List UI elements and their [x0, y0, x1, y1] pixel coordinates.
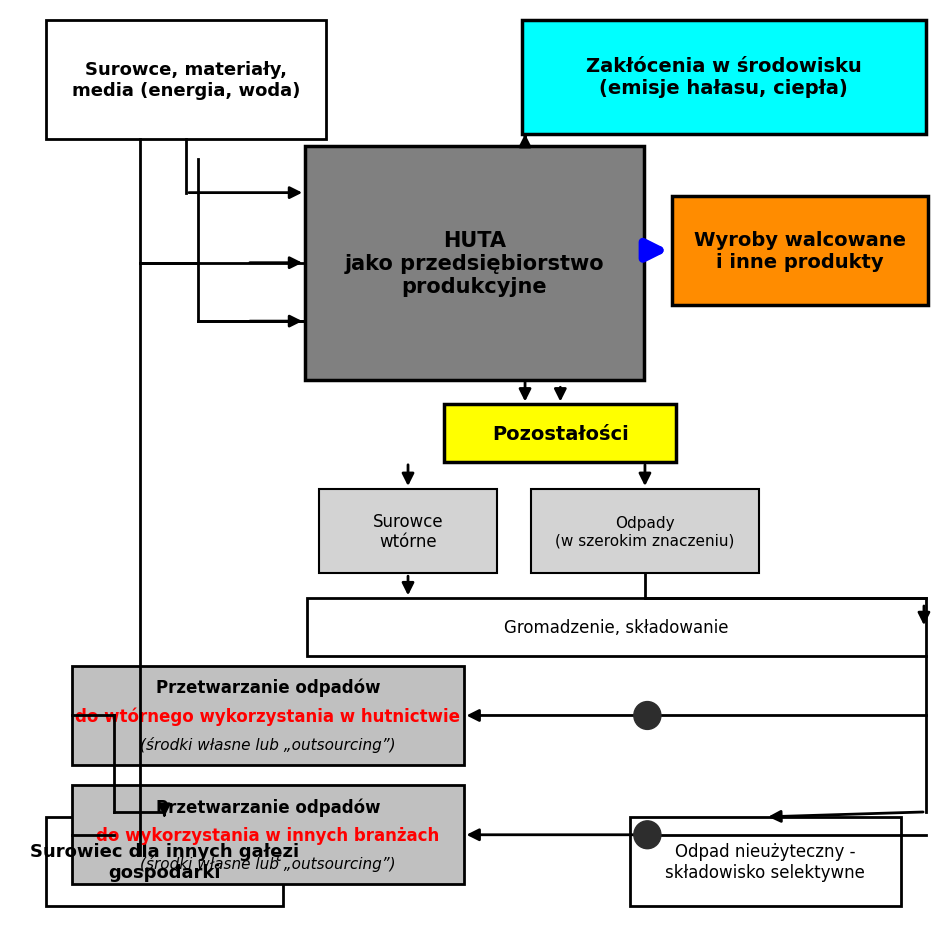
Text: Odpady
(w szerokim znaczeniu): Odpady (w szerokim znaczeniu) — [556, 515, 735, 548]
Bar — [46, 20, 326, 140]
Bar — [307, 599, 926, 656]
Text: Zakłócenia w środowisku
(emisje hałasu, ciepła): Zakłócenia w środowisku (emisje hałasu, … — [586, 58, 862, 98]
Text: Wyroby walcowane
i inne produkty: Wyroby walcowane i inne produkty — [694, 230, 905, 272]
Bar — [46, 817, 283, 907]
Text: (środki własne lub „outsourcing”): (środki własne lub „outsourcing”) — [140, 856, 395, 871]
Text: Surowiec dla innych gałęzi
gospodarki: Surowiec dla innych gałęzi gospodarki — [29, 843, 299, 881]
Text: do wykorzystania w innych branżach: do wykorzystania w innych branżach — [96, 826, 440, 844]
Bar — [319, 489, 498, 574]
Bar — [671, 197, 928, 305]
Bar — [630, 817, 901, 907]
Text: Pozostałości: Pozostałości — [492, 424, 629, 444]
Bar — [521, 20, 926, 135]
Bar — [72, 666, 464, 766]
Ellipse shape — [634, 821, 661, 849]
Bar — [445, 405, 676, 462]
Text: Gromadzenie, składowanie: Gromadzenie, składowanie — [504, 618, 729, 637]
Bar — [531, 489, 758, 574]
Text: HUTA
jako przedsiębiorstwo
produkcyjne: HUTA jako przedsiębiorstwo produkcyjne — [344, 230, 604, 297]
Text: Przetwarzanie odpadów: Przetwarzanie odpadów — [155, 678, 380, 697]
Bar — [305, 147, 644, 380]
Text: Przetwarzanie odpadów: Przetwarzanie odpadów — [155, 797, 380, 816]
Text: do wtórnego wykorzystania w hutnictwie: do wtórnego wykorzystania w hutnictwie — [75, 706, 461, 725]
Ellipse shape — [634, 702, 661, 729]
Text: Surowce
wtórne: Surowce wtórne — [373, 512, 444, 551]
Bar — [72, 785, 464, 884]
Text: Odpad nieużyteczny -
składowisko selektywne: Odpad nieużyteczny - składowisko selekty… — [665, 843, 866, 881]
Text: (środki własne lub „outsourcing”): (środki własne lub „outsourcing”) — [140, 736, 395, 752]
Text: Surowce, materiały,
media (energia, woda): Surowce, materiały, media (energia, woda… — [72, 61, 301, 99]
